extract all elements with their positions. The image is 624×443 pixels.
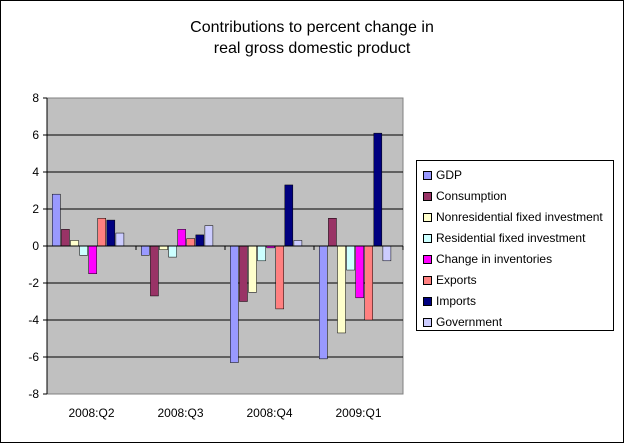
x-tick-label: 2009:Q1: [335, 406, 381, 420]
legend-swatch: [423, 233, 432, 243]
bar-nonresidential-fixed-investment-2008-Q2: [70, 240, 79, 247]
legend-label: Nonresidential fixed investment: [436, 210, 603, 224]
y-tick-label: 8: [32, 91, 39, 105]
legend-item: GDP: [423, 167, 462, 183]
bar-gdp-2009-Q1: [319, 245, 328, 360]
legend-item: Government: [423, 314, 502, 330]
y-tick-label: 0: [32, 239, 39, 253]
legend-label: Consumption: [436, 189, 507, 203]
bar-government-2008-Q3: [204, 225, 214, 247]
legend-label: Exports: [436, 273, 477, 287]
legend-swatch: [423, 212, 432, 222]
bar-government-2008-Q4: [293, 240, 303, 247]
bar-exports-2008-Q2: [97, 218, 106, 247]
bar-consumption-2008-Q3: [150, 245, 159, 297]
x-tick-label: 2008:Q3: [157, 406, 203, 420]
legend-label: Imports: [436, 294, 477, 308]
bar-imports-2008-Q4: [284, 184, 294, 247]
bar-imports-2008-Q2: [106, 219, 116, 247]
chart-legend: GDP Consumption Nonresidential fixed inves…: [416, 160, 614, 331]
y-tick-label: 2: [32, 202, 39, 216]
legend-label: GDP: [436, 168, 463, 182]
legend-item: Nonresidential fixed investment: [423, 209, 603, 225]
legend-item: Consumption: [423, 188, 507, 204]
chart-title-line-2: real gross domestic product: [213, 40, 411, 57]
bar-nonresidential-fixed-investment-2008-Q4: [248, 245, 257, 293]
bar-exports-2008-Q4: [275, 245, 284, 310]
legend-swatch: [423, 275, 432, 285]
bar-gdp-2008-Q2: [52, 193, 61, 247]
legend-swatch: [423, 296, 432, 306]
bar-government-2008-Q2: [115, 232, 125, 247]
bar-nonresidential-fixed-investment-2009-Q1: [337, 245, 346, 334]
legend-label: Residential fixed investment: [436, 231, 586, 245]
bar-change-in-inventories-2009-Q1: [355, 245, 364, 299]
legend-swatch: [423, 170, 432, 180]
x-tick-label: 2008:Q2: [68, 406, 114, 420]
y-tick-label: -8: [28, 387, 39, 401]
y-tick-label: 6: [32, 128, 39, 142]
bar-consumption-2008-Q2: [61, 229, 70, 247]
bar-imports-2008-Q3: [195, 234, 205, 247]
bar-residential-fixed-investment-2008-Q4: [257, 245, 266, 262]
bar-change-in-inventories-2008-Q2: [88, 245, 97, 274]
bar-gdp-2008-Q4: [230, 245, 239, 363]
bar-exports-2008-Q3: [186, 238, 195, 247]
bar-residential-fixed-investment-2008-Q2: [79, 245, 88, 256]
legend-item: Imports: [423, 293, 476, 309]
legend-swatch: [423, 191, 432, 201]
bar-residential-fixed-investment-2008-Q3: [168, 245, 177, 258]
bar-government-2009-Q1: [382, 245, 392, 262]
legend-swatch: [423, 254, 432, 264]
y-tick-label: -4: [28, 313, 39, 327]
y-tick-label: 4: [32, 165, 39, 179]
bar-consumption-2008-Q4: [239, 245, 248, 302]
y-tick-label: -6: [28, 350, 39, 364]
y-tick-label: -2: [28, 276, 39, 290]
bar-nonresidential-fixed-investment-2008-Q3: [159, 245, 168, 250]
legend-item: Change in inventories: [423, 251, 552, 267]
bar-residential-fixed-investment-2009-Q1: [346, 245, 355, 271]
legend-label: Change in inventories: [436, 252, 553, 266]
bar-exports-2009-Q1: [364, 245, 373, 321]
bar-change-in-inventories-2008-Q3: [177, 229, 186, 247]
legend-label: Government: [436, 315, 503, 329]
bar-imports-2009-Q1: [373, 132, 383, 247]
bar-consumption-2009-Q1: [328, 218, 337, 247]
legend-swatch: [423, 317, 432, 327]
legend-item: Residential fixed investment: [423, 230, 585, 246]
x-tick-label: 2008:Q4: [246, 406, 292, 420]
bar-gdp-2008-Q3: [141, 245, 150, 256]
chart-title-line-1: Contributions to percent change in: [190, 19, 434, 36]
legend-item: Exports: [423, 272, 477, 288]
